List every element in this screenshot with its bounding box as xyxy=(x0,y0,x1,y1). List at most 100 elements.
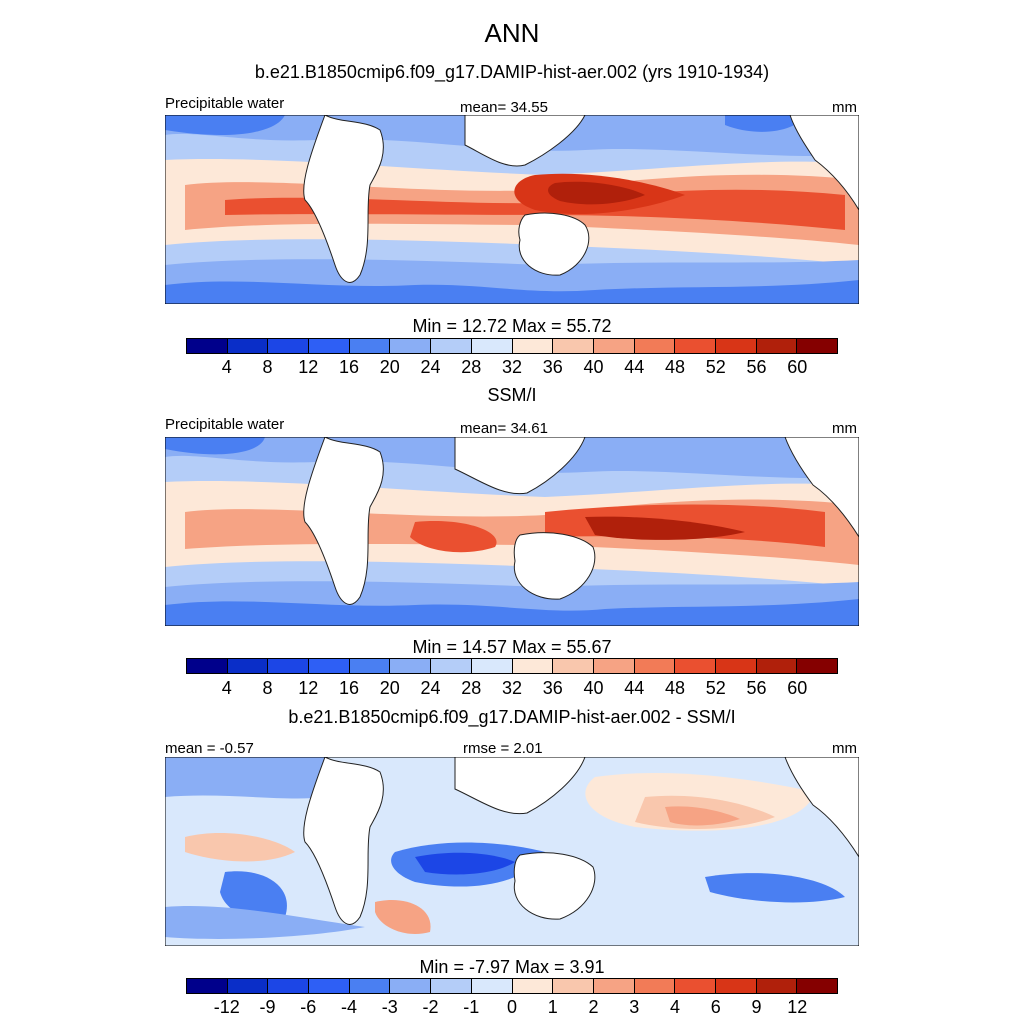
panel-1-variable-label: Precipitable water xyxy=(165,95,285,112)
colorbar-tick-label: 28 xyxy=(461,678,482,698)
colorbar-swatch xyxy=(187,979,228,993)
colorbar-tick-label: 16 xyxy=(338,357,360,377)
colorbar-swatch xyxy=(675,339,716,353)
colorbar-tick-label: -4 xyxy=(340,997,358,1017)
panel-2-units-label: mm xyxy=(832,420,857,437)
panel-2-minmax: Min = 14.57 Max = 55.67 xyxy=(412,637,612,657)
colorbar-tick-label: 12 xyxy=(298,357,319,377)
colorbar-swatch xyxy=(797,659,837,673)
colorbar-tick-label: 9 xyxy=(751,997,762,1017)
colorbar-swatch xyxy=(309,979,350,993)
figure-title: ANN xyxy=(484,18,540,48)
panel-3-colorbar-ticks: -12 -9 -6 -4 -3 -2 -1 0 1 2 3 4 6 9 12 xyxy=(186,997,838,1019)
colorbar-swatch xyxy=(512,339,554,353)
colorbar-tick-label: 6 xyxy=(710,997,721,1017)
colorbar-swatch xyxy=(471,659,513,673)
colorbar-swatch xyxy=(553,339,594,353)
colorbar-tick-label: 8 xyxy=(262,678,273,698)
colorbar-tick-label: 28 xyxy=(461,357,482,377)
colorbar-swatch xyxy=(268,659,310,673)
colorbar-tick-label: 12 xyxy=(787,997,808,1017)
colorbar-swatch xyxy=(634,659,676,673)
colorbar-tick-label: -6 xyxy=(300,997,317,1017)
colorbar-swatch xyxy=(553,979,594,993)
colorbar-tick-label: 4 xyxy=(669,997,681,1017)
colorbar-tick-label: 44 xyxy=(624,678,645,698)
colorbar-swatch xyxy=(512,659,554,673)
colorbar-tick-label: 36 xyxy=(542,357,563,377)
panel-1-title: b.e21.B1850cmip6.f09_g17.DAMIP-hist-aer.… xyxy=(254,62,770,82)
colorbar-swatch xyxy=(593,339,635,353)
colorbar-swatch xyxy=(797,339,837,353)
colorbar-tick-label: 0 xyxy=(506,997,518,1017)
colorbar-swatch xyxy=(227,979,269,993)
colorbar-swatch xyxy=(309,659,350,673)
colorbar-swatch xyxy=(431,339,472,353)
panel-3-title: b.e21.B1850cmip6.f09_g17.DAMIP-hist-aer.… xyxy=(288,707,736,727)
colorbar-swatch xyxy=(349,339,391,353)
colorbar-tick-label: -3 xyxy=(381,997,398,1017)
colorbar-swatch xyxy=(593,979,635,993)
colorbar-tick-label: 52 xyxy=(705,678,726,698)
panel-2-colorbar-ticks: 4 8 12 16 20 24 28 32 36 40 44 48 52 56 60 xyxy=(186,678,838,700)
colorbar-swatch xyxy=(715,979,757,993)
panel-2-colorbar xyxy=(186,658,838,674)
colorbar-swatch xyxy=(268,979,310,993)
colorbar-tick-label: 48 xyxy=(664,678,686,698)
colorbar-tick-label: 36 xyxy=(542,678,563,698)
panel-1-units-label: mm xyxy=(832,99,857,116)
colorbar-tick-label: -9 xyxy=(259,997,276,1017)
panel-2-title: SSM/I xyxy=(487,385,537,405)
colorbar-swatch xyxy=(390,339,432,353)
panel-1-mean-label: mean= 34.55 xyxy=(460,99,548,116)
colorbar-tick-label: 40 xyxy=(583,357,604,377)
colorbar-swatch xyxy=(756,979,798,993)
colorbar-swatch xyxy=(756,659,798,673)
panel-3-colorbar xyxy=(186,978,838,994)
colorbar-tick-label: 2 xyxy=(588,997,599,1017)
colorbar-tick-label: -1 xyxy=(463,997,480,1017)
panel-2-mean-label: mean= 34.61 xyxy=(460,420,548,437)
colorbar-swatch xyxy=(634,979,676,993)
panel-1-colorbar-ticks: 4 8 12 16 20 24 28 32 36 40 44 48 52 56 60 xyxy=(186,357,838,379)
colorbar-swatch xyxy=(227,339,269,353)
colorbar-tick-label: -2 xyxy=(422,997,439,1017)
colorbar-swatch xyxy=(268,339,310,353)
colorbar-tick-label: 56 xyxy=(746,357,767,377)
colorbar-tick-label: 40 xyxy=(583,678,604,698)
colorbar-swatch xyxy=(390,659,432,673)
colorbar-tick-label: 3 xyxy=(629,997,640,1017)
colorbar-swatch xyxy=(187,659,228,673)
colorbar-swatch xyxy=(675,659,716,673)
colorbar-swatch xyxy=(431,659,472,673)
panel-3-minmax: Min = -7.97 Max = 3.91 xyxy=(419,957,605,977)
panel-3-mean-label: mean = -0.57 xyxy=(165,740,254,757)
colorbar-swatch xyxy=(349,979,391,993)
colorbar-swatch xyxy=(675,979,716,993)
colorbar-swatch xyxy=(715,339,757,353)
colorbar-swatch xyxy=(431,979,472,993)
colorbar-swatch xyxy=(227,659,269,673)
colorbar-tick-label: 12 xyxy=(298,678,319,698)
colorbar-tick-label: 32 xyxy=(501,678,523,698)
colorbar-tick-label: 1 xyxy=(547,997,558,1017)
colorbar-tick-label: 20 xyxy=(379,678,400,698)
panel-1-minmax: Min = 12.72 Max = 55.72 xyxy=(412,316,612,336)
colorbar-tick-label: 60 xyxy=(787,678,808,698)
colorbar-tick-label: 4 xyxy=(221,678,232,698)
colorbar-tick-label: 24 xyxy=(420,678,441,698)
colorbar-tick-label: 60 xyxy=(787,357,808,377)
colorbar-tick-label: 44 xyxy=(624,357,645,377)
colorbar-tick-label: 8 xyxy=(262,357,273,377)
colorbar-tick-label: 4 xyxy=(221,357,232,377)
colorbar-swatch xyxy=(756,339,798,353)
colorbar-swatch xyxy=(187,339,228,353)
panel-2-map xyxy=(165,437,859,626)
colorbar-swatch xyxy=(715,659,757,673)
colorbar-tick-label: -12 xyxy=(213,997,240,1017)
panel-1-map xyxy=(165,115,859,304)
colorbar-tick-label: 52 xyxy=(705,357,726,377)
colorbar-swatch xyxy=(390,979,432,993)
colorbar-swatch xyxy=(797,979,837,993)
colorbar-swatch xyxy=(634,339,676,353)
